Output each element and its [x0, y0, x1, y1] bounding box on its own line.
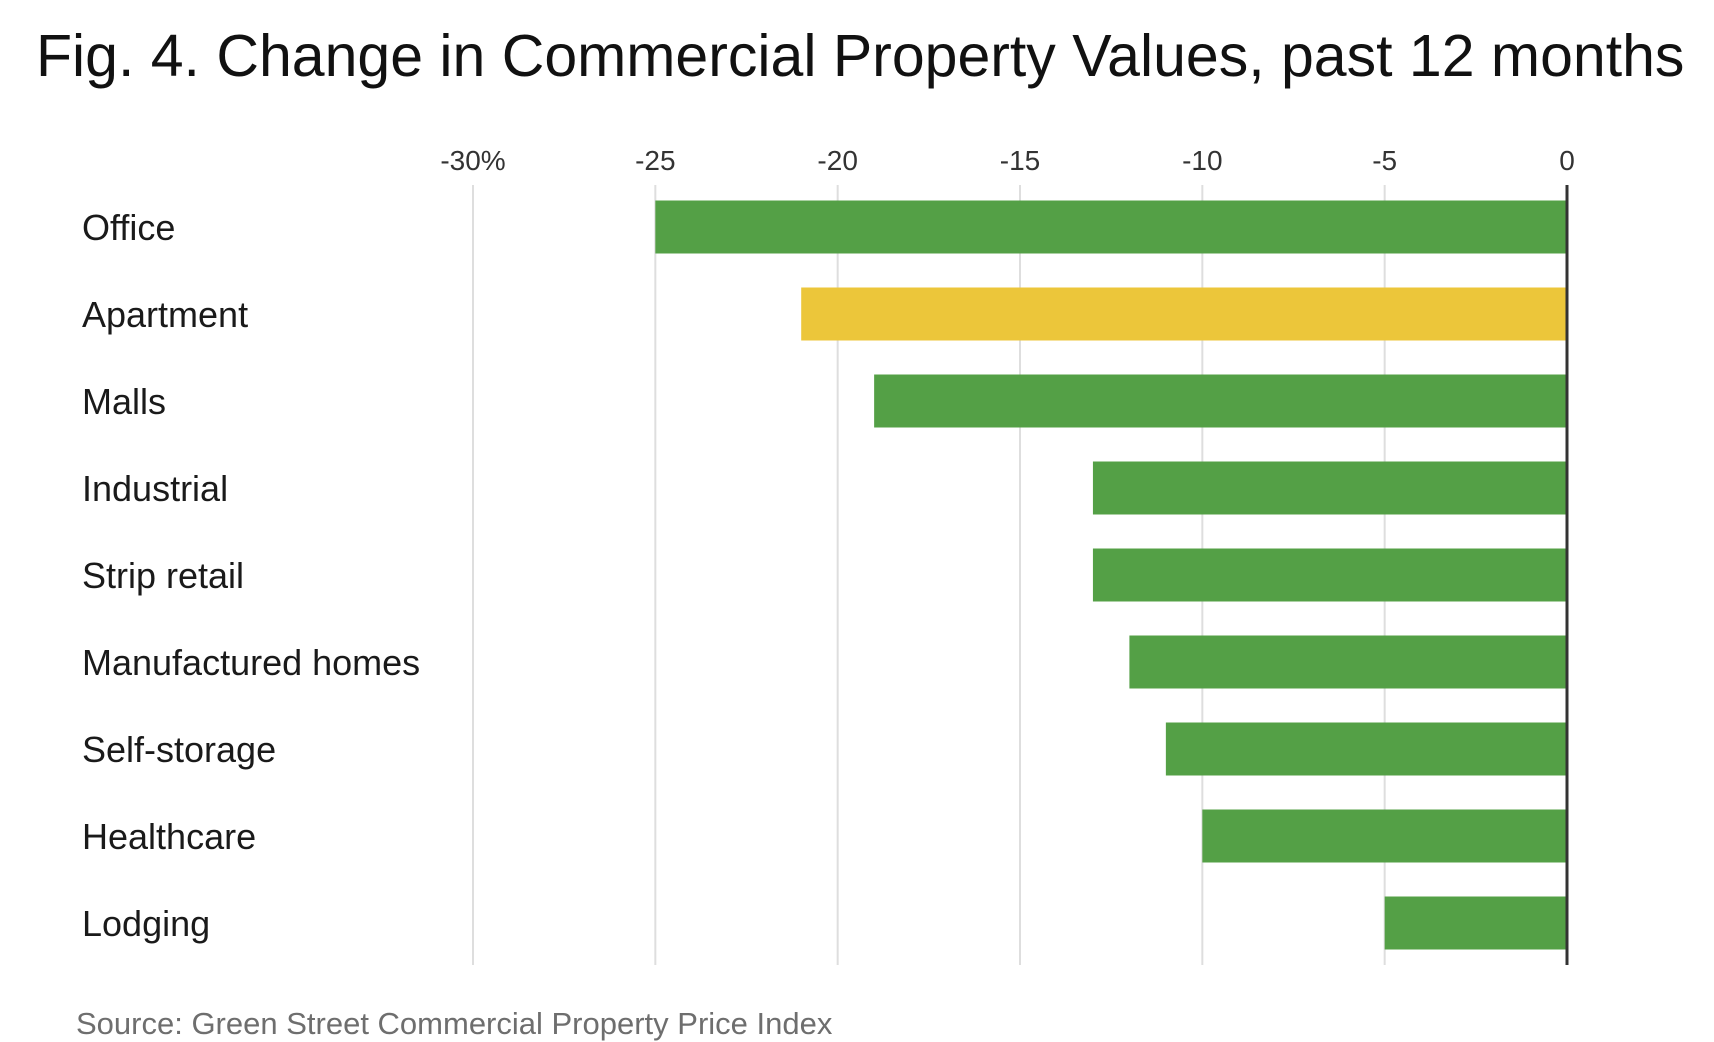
x-axis: -30% -25 -20 -15 -10 -5 0 — [440, 145, 1575, 965]
bars — [655, 200, 1567, 950]
category-label: Strip retail — [82, 555, 244, 596]
category-label: Industrial — [82, 468, 228, 509]
bar-malls — [874, 374, 1567, 428]
bar-strip-retail — [1092, 548, 1567, 602]
bar-lodging — [1384, 896, 1567, 950]
category-labels: Office Apartment Malls Industrial Strip reta… — [82, 207, 420, 944]
bar-office — [655, 200, 1567, 254]
x-tick-label: -20 — [817, 145, 857, 176]
bar-apartment — [801, 287, 1567, 341]
category-label: Manufactured homes — [82, 642, 420, 683]
bar-healthcare — [1202, 809, 1567, 863]
category-label: Lodging — [82, 903, 210, 944]
bar-self-storage — [1165, 722, 1567, 776]
category-label: Self-storage — [82, 729, 276, 770]
x-tick-label: -25 — [635, 145, 675, 176]
category-label: Healthcare — [82, 816, 256, 857]
x-tick-label: -15 — [1000, 145, 1040, 176]
category-label: Apartment — [82, 294, 248, 335]
x-tick-label: -10 — [1182, 145, 1222, 176]
chart-title: Fig. 4. Change in Commercial Property Va… — [36, 23, 1685, 89]
category-label: Office — [82, 207, 175, 248]
source-note: Source: Green Street Commercial Property… — [76, 1006, 833, 1041]
bar-manufactured-homes — [1129, 635, 1567, 689]
bar-industrial — [1092, 461, 1567, 515]
category-label: Malls — [82, 381, 166, 422]
x-tick-label: 0 — [1559, 145, 1575, 176]
x-tick-label: -30% — [440, 145, 505, 176]
x-tick-label: -5 — [1372, 145, 1397, 176]
